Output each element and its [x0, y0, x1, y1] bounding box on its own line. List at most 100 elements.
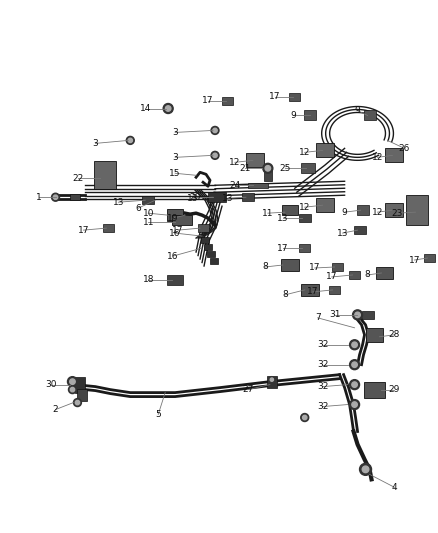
- Bar: [78, 389, 88, 401]
- Circle shape: [70, 387, 74, 392]
- Text: 8: 8: [262, 262, 268, 271]
- Circle shape: [211, 151, 219, 159]
- Text: 13: 13: [113, 198, 124, 207]
- Bar: [385, 148, 403, 163]
- Circle shape: [352, 342, 357, 348]
- Bar: [167, 209, 183, 221]
- Bar: [103, 224, 114, 232]
- Bar: [364, 382, 385, 398]
- Text: 12: 12: [299, 148, 311, 157]
- Circle shape: [350, 379, 360, 390]
- Bar: [332, 263, 343, 271]
- Bar: [357, 205, 368, 215]
- Text: 17: 17: [202, 96, 214, 105]
- Bar: [406, 195, 428, 225]
- Circle shape: [213, 153, 217, 158]
- Bar: [264, 169, 272, 181]
- Bar: [248, 183, 268, 188]
- Text: 9: 9: [342, 208, 347, 217]
- Text: 31: 31: [329, 310, 340, 319]
- Circle shape: [163, 103, 173, 114]
- Bar: [316, 143, 334, 157]
- Text: 17: 17: [409, 255, 420, 264]
- Text: 9: 9: [355, 106, 360, 115]
- Circle shape: [352, 362, 357, 367]
- Bar: [281, 259, 299, 271]
- Bar: [304, 110, 316, 120]
- Text: 29: 29: [389, 385, 400, 394]
- Text: 17: 17: [307, 287, 318, 296]
- Bar: [267, 376, 277, 387]
- Circle shape: [352, 402, 357, 407]
- Text: 16: 16: [167, 252, 179, 261]
- Text: 23: 23: [392, 209, 403, 217]
- Bar: [366, 328, 384, 342]
- Bar: [299, 244, 310, 252]
- Circle shape: [74, 399, 81, 407]
- Text: 5: 5: [155, 410, 161, 419]
- Bar: [316, 198, 334, 212]
- Text: 17: 17: [269, 92, 281, 101]
- Bar: [353, 226, 366, 234]
- Bar: [207, 251, 215, 257]
- Circle shape: [213, 128, 217, 133]
- Circle shape: [352, 382, 357, 387]
- Text: 32: 32: [317, 340, 328, 349]
- Circle shape: [68, 385, 77, 393]
- Text: 25: 25: [279, 164, 290, 173]
- Circle shape: [350, 340, 360, 350]
- Text: 15: 15: [170, 169, 181, 178]
- Circle shape: [166, 106, 171, 111]
- Circle shape: [353, 310, 363, 320]
- Text: 24: 24: [230, 181, 240, 190]
- Bar: [424, 254, 435, 262]
- Text: 2: 2: [53, 405, 58, 414]
- Bar: [208, 192, 226, 202]
- Circle shape: [301, 414, 309, 422]
- Text: 9: 9: [290, 111, 296, 120]
- Text: 26: 26: [399, 144, 410, 153]
- Circle shape: [211, 126, 219, 134]
- Text: 32: 32: [317, 360, 328, 369]
- Bar: [75, 377, 85, 393]
- Text: 11: 11: [142, 217, 154, 227]
- Circle shape: [53, 195, 58, 199]
- Bar: [364, 110, 375, 120]
- Text: 17: 17: [326, 272, 337, 281]
- Text: 8: 8: [365, 270, 371, 279]
- Circle shape: [362, 466, 369, 473]
- Bar: [223, 96, 233, 104]
- Circle shape: [303, 415, 307, 419]
- Text: 12: 12: [299, 203, 311, 212]
- Bar: [209, 193, 221, 201]
- Text: 12: 12: [229, 158, 240, 167]
- Text: 17: 17: [277, 244, 289, 253]
- Text: 21: 21: [239, 164, 251, 173]
- Bar: [329, 286, 340, 294]
- Bar: [71, 194, 81, 200]
- Text: 20: 20: [189, 193, 201, 201]
- Bar: [301, 284, 319, 296]
- Circle shape: [263, 163, 273, 173]
- Bar: [172, 215, 192, 225]
- Bar: [246, 154, 264, 167]
- Bar: [289, 93, 300, 101]
- Text: 4: 4: [392, 483, 397, 492]
- Text: 10: 10: [142, 209, 154, 217]
- Text: 1: 1: [36, 193, 42, 201]
- Circle shape: [70, 379, 75, 384]
- Circle shape: [350, 360, 360, 370]
- Bar: [167, 275, 183, 285]
- Text: 3: 3: [92, 139, 98, 148]
- Bar: [375, 267, 393, 279]
- Text: 12: 12: [372, 208, 383, 217]
- Text: 12: 12: [372, 153, 383, 162]
- Text: 14: 14: [140, 104, 151, 113]
- Bar: [299, 214, 311, 222]
- Bar: [210, 258, 218, 264]
- Text: 28: 28: [389, 330, 400, 340]
- Text: 13: 13: [277, 214, 289, 223]
- Text: 13: 13: [222, 193, 234, 203]
- Text: 17: 17: [173, 225, 184, 235]
- Bar: [204, 244, 212, 250]
